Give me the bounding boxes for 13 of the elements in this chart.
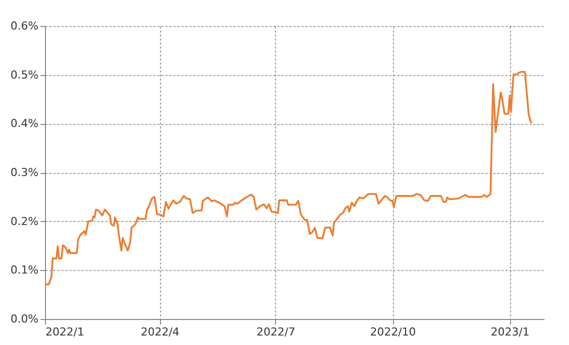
x-tick-label: 2022/7 (256, 326, 296, 338)
line-series (44, 71, 532, 286)
x-tick-label: 2022/10 (370, 326, 416, 338)
y-tick-label: 0.0% (10, 312, 38, 326)
y-tick-label: 0.5% (10, 68, 38, 82)
y-tick-label: 0.1% (10, 264, 38, 277)
x-tick-label: 2022/1 (46, 326, 84, 338)
y-tick-label: 0.3% (10, 166, 38, 179)
y-tick-label: 0.2% (10, 214, 38, 228)
y-tick-label: 0.6% (10, 20, 38, 32)
x-tick-label: 2023/1 (490, 326, 530, 338)
x-tick-label: 2022/4 (140, 326, 180, 338)
y-tick-label: 0.4% (10, 117, 38, 130)
